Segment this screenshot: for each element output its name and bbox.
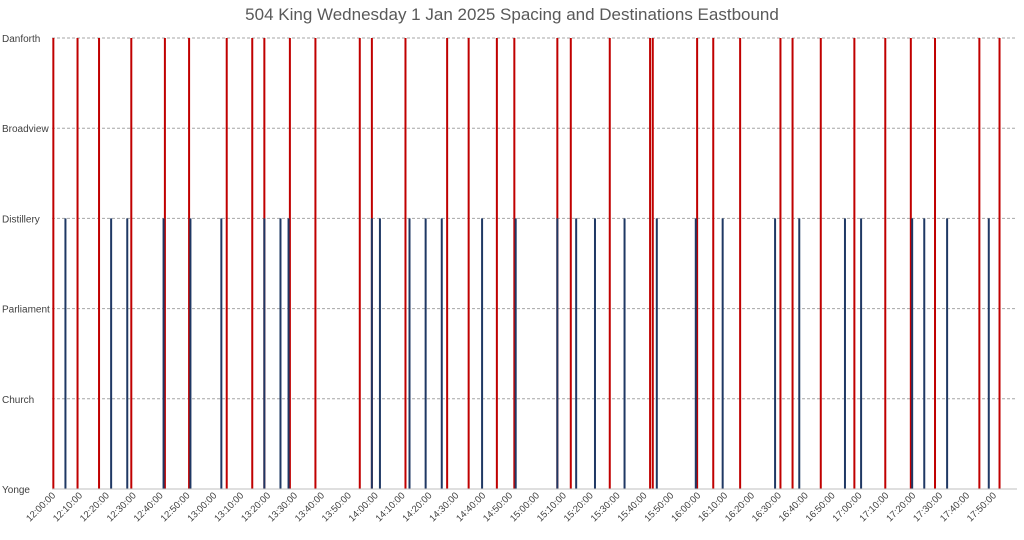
- y-label-distillery: Distillery: [2, 214, 40, 225]
- y-label-broadview: Broadview: [2, 124, 49, 135]
- x-axis-labels: 12:00:0012:10:0012:20:0012:30:0012:40:00…: [24, 490, 999, 524]
- y-axis-labels: Yonge Church Parliament Distillery Broadview…: [2, 34, 50, 496]
- y-label-danforth: Danforth: [2, 34, 40, 45]
- y-label-parliament: Parliament: [2, 305, 50, 316]
- y-label-yonge: Yonge: [2, 485, 30, 496]
- gridlines: [52, 37, 1017, 400]
- bars: [52, 38, 1001, 489]
- chart-title: 504 King Wednesday 1 Jan 2025 Spacing an…: [245, 5, 779, 24]
- x-tick-label: 17:50:00: [965, 490, 999, 524]
- y-label-church: Church: [2, 395, 34, 406]
